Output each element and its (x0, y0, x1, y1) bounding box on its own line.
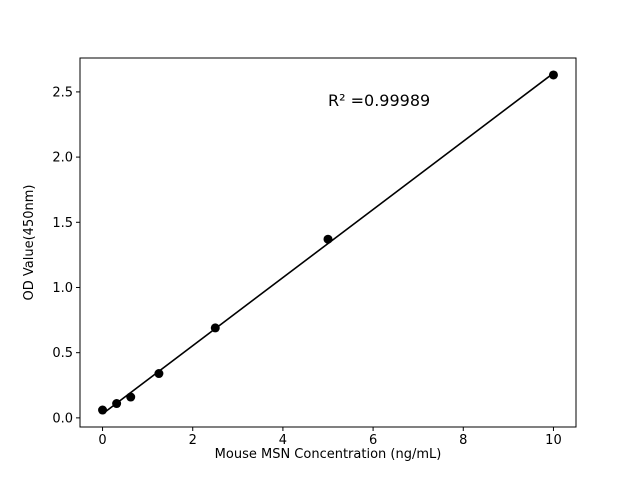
x-tick-label: 8 (459, 433, 467, 448)
x-tick-label: 0 (98, 433, 106, 448)
data-point (98, 405, 108, 415)
y-tick-label: 0.0 (52, 411, 73, 426)
x-tick-label: 6 (369, 433, 377, 448)
data-point (154, 369, 164, 379)
x-tick-label: 10 (545, 433, 562, 448)
plot-border (79, 57, 577, 428)
y-tick-label: 1.5 (52, 216, 73, 231)
r-squared-annotation: R² =0.99989 (328, 91, 431, 110)
y-tick-label: 0.5 (52, 346, 73, 361)
data-point (126, 392, 136, 402)
y-axis-label: OD Value(450nm) (22, 184, 37, 301)
data-point (210, 323, 220, 333)
x-tick-label: 2 (189, 433, 197, 448)
data-point (323, 234, 333, 244)
y-tick-label: 2.5 (52, 85, 73, 100)
x-tick-label: 4 (279, 433, 287, 448)
y-tick-label: 2.0 (52, 151, 73, 166)
data-point (548, 70, 558, 80)
x-axis-label: Mouse MSN Concentration (ng/mL) (214, 447, 442, 462)
data-point (112, 399, 122, 409)
y-tick-label: 1.0 (52, 281, 73, 296)
